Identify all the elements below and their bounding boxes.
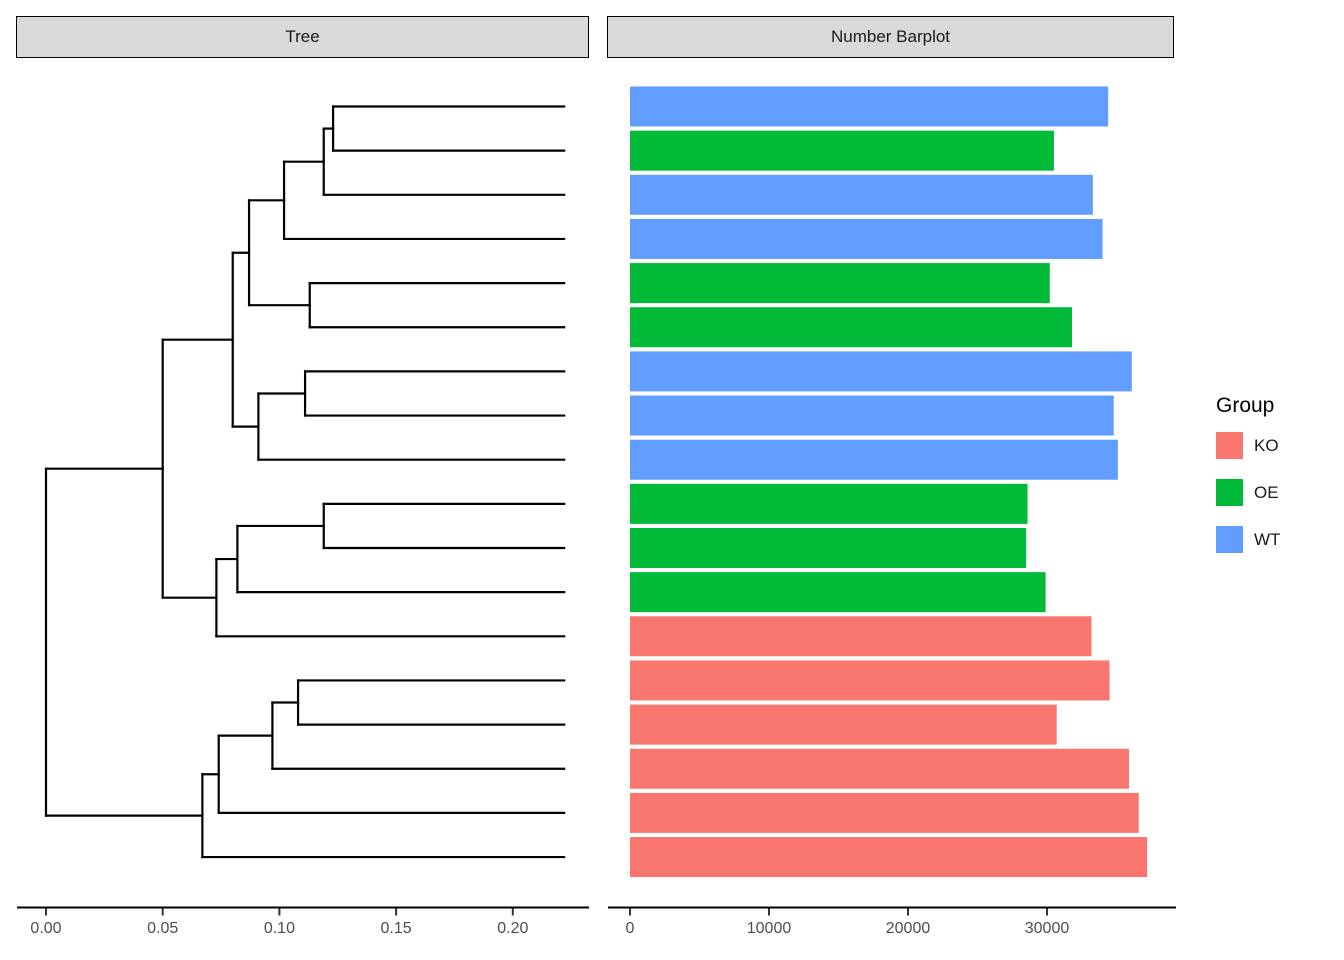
bar-oe: [630, 263, 1050, 304]
panel-header-barplot: Number Barplot: [607, 16, 1174, 58]
axes: 0.00 0.05 0.10 0.15 0.20 0 10000 20000 30000: [17, 906, 1176, 937]
bar-oe: [630, 572, 1046, 613]
legend-item-oe: OE: [1216, 479, 1280, 506]
bar-wt: [630, 351, 1132, 392]
bar-axis-tick-label: 30000: [1025, 920, 1070, 937]
bar-ko: [630, 748, 1130, 789]
legend-item-ko: KO: [1216, 432, 1280, 459]
bar-ko: [630, 616, 1092, 657]
legend-items: KO OE WT: [1216, 432, 1280, 553]
tree-panel: [44, 105, 566, 859]
bar-oe: [630, 528, 1027, 568]
legend-key-swatch: [1216, 526, 1243, 553]
legend-item-label: KO: [1254, 435, 1279, 455]
legend-item-wt: WT: [1216, 526, 1280, 553]
bar-ko: [630, 660, 1110, 701]
bar-oe: [630, 483, 1028, 524]
legend-item-label: WT: [1254, 529, 1281, 549]
bar-wt: [630, 395, 1114, 436]
tree-axis-tick-label: 0.15: [381, 920, 412, 937]
tree-axis-tick-label: 0.00: [30, 920, 61, 937]
bar-oe: [630, 307, 1073, 348]
barplot-panel: [630, 86, 1148, 878]
legend: Group KO OE WT: [1216, 394, 1280, 573]
tree-axis-tick-label: 0.20: [497, 920, 528, 937]
bar-ko: [630, 792, 1139, 833]
bar-axis-tick-label: 0: [626, 920, 635, 937]
tree-axis-tick-label: 0.05: [147, 920, 178, 937]
bar-axis-tick-label: 20000: [886, 920, 931, 937]
bar-oe: [630, 130, 1054, 171]
bar-ko: [630, 704, 1057, 745]
legend-title: Group: [1216, 394, 1275, 417]
legend-key-swatch: [1216, 479, 1243, 506]
tree-axis-tick-label: 0.10: [264, 920, 295, 937]
legend-item-label: OE: [1254, 482, 1279, 502]
bar-wt: [630, 174, 1093, 215]
bar-wt: [630, 439, 1118, 480]
bar-wt: [630, 86, 1109, 127]
legend-key-swatch: [1216, 432, 1243, 459]
bar-wt: [630, 218, 1103, 259]
panel-header-tree: Tree: [16, 16, 589, 58]
bar-axis-tick-label: 10000: [747, 920, 792, 937]
bar-ko: [630, 837, 1148, 878]
